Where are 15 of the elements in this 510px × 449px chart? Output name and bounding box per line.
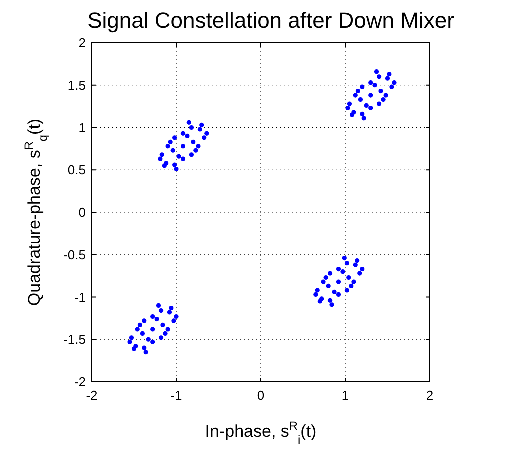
x-axis-title: In-phase, s$^{R}$$_{i}$(t) (205, 419, 317, 447)
x-tick-label: 2 (426, 388, 434, 403)
y-tick-label: 2 (78, 36, 86, 50)
x-tick-label: -1 (170, 388, 182, 403)
x-tick-label: 0 (257, 388, 265, 403)
y-tick-label: 1.5 (68, 78, 86, 93)
y-tick-label: -1 (74, 290, 86, 305)
chart-title: Signal Constellation after Down Mixer (88, 8, 454, 33)
y-tick-label: -1.5 (64, 332, 86, 348)
y-tick-label: 0.5 (68, 162, 86, 178)
y-tick-label: -0.5 (64, 247, 86, 262)
x-tick-label: 1 (342, 388, 350, 403)
y-tick-label: 1 (78, 120, 86, 136)
y-tick-label: 0 (78, 205, 86, 220)
y-tick-label: -2 (74, 374, 86, 390)
